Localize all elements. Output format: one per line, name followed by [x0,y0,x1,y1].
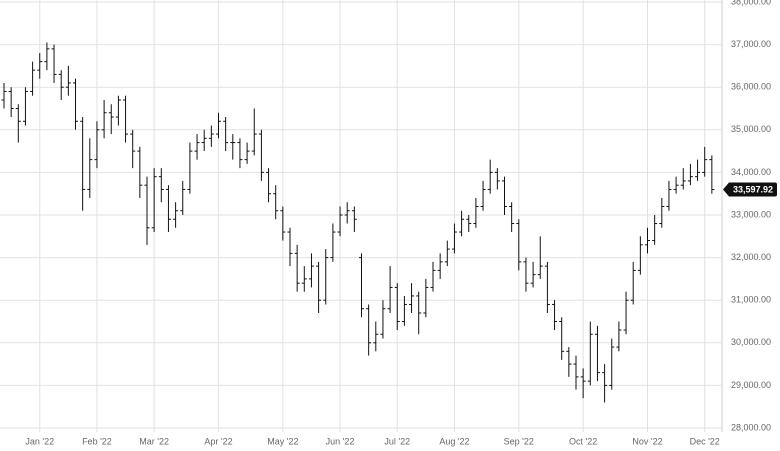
x-tick-label: May '22 [267,436,298,446]
x-tick-label: Sep '22 [504,436,534,446]
x-tick-label: Feb '22 [82,436,112,446]
y-tick-label: 35,000.00 [731,124,771,134]
x-tick-label: Oct '22 [569,436,597,446]
last-price-label: 33,597.92 [733,184,773,194]
x-tick-label: Dec '22 [690,436,720,446]
x-tick-label: Apr '22 [204,436,232,446]
x-tick-label: Mar '22 [139,436,169,446]
y-tick-label: 34,000.00 [731,167,771,177]
y-tick-label: 38,000.00 [731,0,771,6]
y-tick-label: 33,000.00 [731,209,771,219]
x-tick-label: Aug '22 [439,436,469,446]
last-price-tag [723,182,777,197]
x-tick-label: Jun '22 [326,436,355,446]
y-tick-label: 28,000.00 [731,422,771,432]
y-tick-label: 30,000.00 [731,337,771,347]
y-tick-label: 31,000.00 [731,295,771,305]
x-tick-label: Jul '22 [384,436,410,446]
y-tick-label: 29,000.00 [731,380,771,390]
x-tick-label: Nov '22 [632,436,662,446]
y-tick-label: 37,000.00 [731,39,771,49]
x-tick-label: Jan '22 [25,436,54,446]
y-tick-label: 32,000.00 [731,252,771,262]
y-tick-label: 36,000.00 [731,82,771,92]
